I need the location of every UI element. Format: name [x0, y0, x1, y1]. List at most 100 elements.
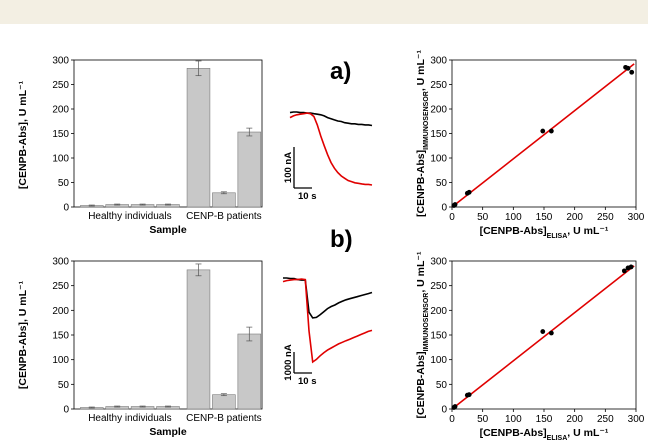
y-tick-label: 250	[52, 80, 69, 91]
x-tick-label: 100	[505, 212, 522, 223]
data-point	[629, 69, 635, 75]
x-axis-label: [CENPB-Abs]ELISA, U mL⁻¹	[480, 427, 609, 442]
x-tick-label: 150	[536, 414, 553, 425]
x-tick-label: 200	[566, 414, 583, 425]
bar	[186, 269, 211, 410]
y-tick-label: 200	[430, 306, 447, 317]
y-tick-label: 200	[430, 105, 447, 116]
y-tick-label: 100	[430, 355, 447, 366]
x-tick-label: 250	[597, 414, 614, 425]
y-tick-label: 100	[430, 154, 447, 165]
bar	[212, 394, 236, 410]
x-tick-label: 50	[477, 212, 489, 223]
group-label: Healthy individuals	[88, 413, 171, 424]
x-axis-label-main: [CENPB-Abs]	[480, 225, 547, 237]
scale-bar-x-label: 10 s	[298, 376, 317, 387]
trace-series-0	[283, 277, 373, 319]
y-tick-label: 0	[63, 203, 69, 214]
y-tick-label: 250	[430, 281, 447, 292]
data-point	[466, 392, 472, 398]
group-label: Healthy individuals	[88, 211, 171, 222]
data-point	[625, 65, 631, 71]
x-tick-label: 0	[449, 212, 455, 223]
trace-series-1	[282, 278, 373, 364]
axes-frame	[73, 260, 263, 410]
x-tick-label: 250	[597, 212, 614, 223]
x-tick-label: 0	[449, 414, 455, 425]
scale-bar-y-label: 100 nA	[283, 152, 294, 183]
y-tick-label: 300	[52, 56, 69, 67]
y-axis-label-subscript: IMMUNOSENSOR	[423, 293, 430, 352]
y-axis-label: [CENPB-Abs], U mL⁻¹	[17, 280, 29, 389]
y-tick-label: 50	[58, 380, 70, 391]
line-chart-a: 100 nA 10 s	[283, 111, 373, 202]
y-tick-label: 250	[52, 281, 69, 292]
bar	[186, 68, 211, 208]
trace-series-1	[289, 112, 373, 186]
top-band	[0, 0, 648, 24]
bar	[237, 131, 262, 208]
bar-chart-b: 0 50 100 150 200 250 300 Healthy individuals CEN…	[17, 257, 263, 438]
scale-bar-x-label: 10 s	[298, 191, 317, 202]
fit-line	[451, 265, 635, 410]
data-point	[540, 128, 546, 134]
y-axis-label: [CENPB-Abs]IMMUNOSENSOR, U mL⁻¹	[415, 251, 430, 418]
y-tick-label: 150	[52, 331, 69, 342]
y-tick-label: 250	[430, 80, 447, 91]
scale-bar-y-label: 1000 nA	[283, 344, 294, 381]
x-tick-label: 50	[477, 414, 489, 425]
y-tick-label: 0	[441, 405, 447, 416]
fit-line	[451, 63, 635, 208]
panel-label-a: a)	[330, 58, 351, 85]
scatter-chart-a: 0 50 100 150 200 250 300050100150200250300[CEN…	[415, 50, 645, 240]
x-tick-label: 200	[566, 212, 583, 223]
y-axis-label-subscript: IMMUNOSENSOR	[423, 91, 430, 150]
data-point	[548, 128, 554, 134]
scatter-chart-b: 0 50 100 150 200 250 300050100150200250300[CEN…	[415, 251, 645, 441]
y-tick-label: 0	[441, 203, 447, 214]
y-tick-label: 300	[52, 257, 69, 268]
y-tick-label: 0	[63, 405, 69, 416]
x-tick-label: 100	[505, 414, 522, 425]
y-tick-label: 150	[52, 129, 69, 140]
y-axis-label-main: [CENPB-Abs]	[415, 351, 427, 418]
trace-series-0	[289, 111, 373, 127]
data-point	[621, 268, 627, 274]
axes-frame	[73, 59, 263, 208]
group-label: CENP-B patients	[186, 211, 262, 222]
y-tick-label: 200	[52, 105, 69, 116]
x-axis-label-subscript: ELISA	[547, 435, 568, 442]
x-tick-label: 300	[628, 414, 645, 425]
bar	[237, 333, 262, 410]
data-point	[628, 264, 634, 270]
x-axis-label: [CENPB-Abs]ELISA, U mL⁻¹	[480, 225, 609, 240]
y-tick-label: 150	[430, 129, 447, 140]
y-axis-label-unit: , U mL⁻¹	[415, 50, 427, 92]
x-axis-label-unit: , U mL⁻¹	[567, 427, 609, 439]
y-tick-label: 100	[52, 154, 69, 165]
bar-chart-a: 0 50 100 150 200 250 300 Healthy individuals CEN…	[17, 56, 263, 236]
x-axis-label: Sample	[149, 224, 187, 236]
y-axis-label-unit: , U mL⁻¹	[415, 251, 427, 293]
y-axis-label: [CENPB-Abs]IMMUNOSENSOR, U mL⁻¹	[415, 50, 430, 217]
group-label: CENP-B patients	[186, 413, 262, 424]
line-chart-b: 1000 nA 10 s	[282, 277, 373, 387]
x-axis-label-unit: , U mL⁻¹	[567, 225, 609, 237]
data-point	[548, 330, 554, 336]
y-tick-label: 300	[430, 56, 447, 67]
y-tick-label: 50	[436, 380, 448, 391]
x-tick-label: 150	[536, 212, 553, 223]
y-axis-label-main: [CENPB-Abs]	[415, 150, 427, 217]
data-point	[540, 329, 546, 334]
y-tick-label: 150	[430, 331, 447, 342]
data-point	[466, 189, 472, 195]
y-tick-label: 100	[52, 355, 69, 366]
bar	[212, 192, 236, 208]
y-tick-label: 50	[58, 178, 70, 189]
y-axis-label: [CENPB-Abs], U mL⁻¹	[17, 80, 29, 189]
panel-label-b: b)	[330, 226, 353, 253]
data-point	[452, 404, 458, 409]
data-point	[452, 202, 458, 207]
